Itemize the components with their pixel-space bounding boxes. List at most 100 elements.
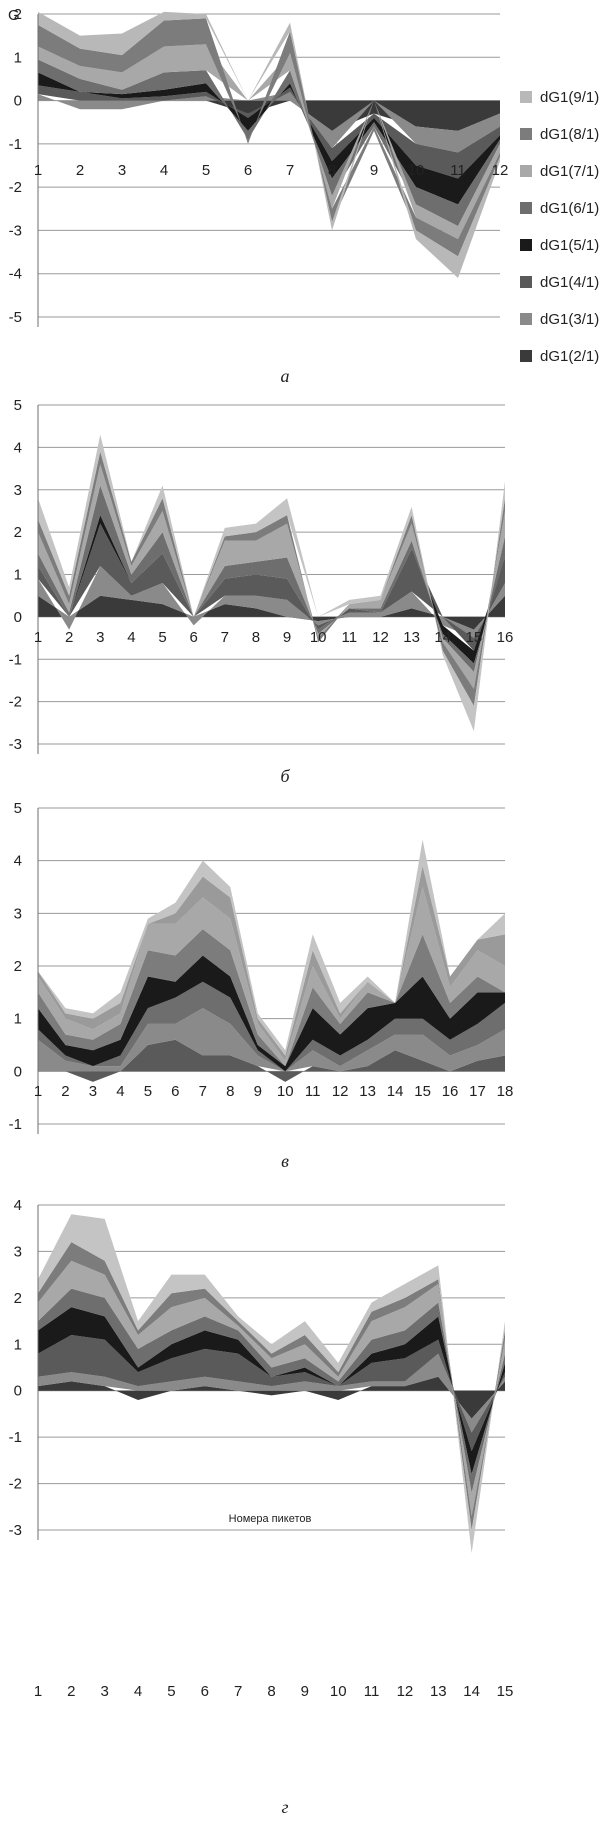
x-tick-label: 11 (364, 1683, 380, 1700)
y-tick-label: 2 (14, 524, 22, 541)
legend-label: dG1(8/1) (540, 126, 599, 143)
x-tick-label: 9 (370, 162, 378, 179)
y-tick-label: 1 (14, 1336, 22, 1353)
y-tick-label: 2 (14, 958, 22, 975)
y-tick-label: -2 (9, 694, 22, 711)
y-tick-label: -3 (9, 222, 22, 239)
x-tick-label: 1 (34, 162, 42, 179)
area-series-3 (38, 1335, 505, 1452)
area-series-2 (38, 91, 500, 153)
x-tick-label: 6 (201, 1683, 209, 1700)
x-tick-label: 10 (310, 629, 327, 646)
x-tick-label: 14 (434, 629, 451, 646)
x-tick-label: 10 (277, 1083, 294, 1100)
legend-swatch (520, 350, 532, 362)
x-tick-label: 10 (408, 162, 425, 179)
y-tick-label: -1 (9, 136, 22, 153)
area-series-7 (38, 1242, 505, 1530)
y-tick-label: 0 (14, 609, 22, 626)
x-tick-label: 5 (167, 1683, 175, 1700)
y-tick-label: 4 (14, 853, 22, 870)
x-tick-label: 17 (469, 1083, 486, 1100)
x-tick-label: 2 (76, 162, 84, 179)
y-tick-label: 1 (14, 567, 22, 584)
y-tick-label: 3 (14, 905, 22, 922)
x-tick-label: 9 (301, 1683, 309, 1700)
x-tick-label: 2 (61, 1083, 69, 1100)
x-tick-label: 12 (372, 629, 389, 646)
x-tick-label: 6 (244, 162, 252, 179)
x-tick-label: 4 (127, 629, 135, 646)
y-tick-label: 2 (14, 6, 22, 23)
legend-label: dG1(7/1) (540, 163, 599, 180)
y-tick-label: 5 (14, 800, 22, 817)
legend-label: dG1(9/1) (540, 89, 599, 106)
legend-swatch (520, 276, 532, 288)
x-tick-label: 13 (430, 1683, 447, 1700)
area-series-8 (38, 11, 500, 279)
x-tick-label: 5 (144, 1083, 152, 1100)
y-tick-label: -2 (9, 1476, 22, 1493)
y-tick-label: 0 (14, 1063, 22, 1080)
area-series-5 (38, 485, 505, 672)
area-series-3 (38, 85, 500, 179)
legend-label: dG1(4/1) (540, 274, 599, 291)
x-tick-label: 11 (305, 1083, 321, 1100)
area-series-3 (38, 981, 505, 1072)
x-tick-label: 6 (171, 1083, 179, 1100)
x-tick-label: 4 (116, 1083, 124, 1100)
x-tick-label: 1 (34, 1083, 42, 1100)
legend-swatch (520, 202, 532, 214)
y-tick-label: 1 (14, 49, 22, 66)
x-tick-label: 14 (463, 1683, 480, 1700)
y-tick-label: 3 (14, 1243, 22, 1260)
x-tick-label: 8 (252, 629, 260, 646)
area-series-2 (38, 566, 505, 639)
area-series-5 (38, 929, 505, 1067)
x-tick-label: 4 (160, 162, 168, 179)
area-series-4 (38, 955, 505, 1072)
x-tick-label: 9 (254, 1083, 262, 1100)
legend-swatch (520, 313, 532, 325)
x-tick-label: 5 (202, 162, 210, 179)
x-tick-label: 16 (442, 1083, 459, 1100)
y-tick-label: -3 (9, 1522, 22, 1539)
x-tick-label: 12 (332, 1083, 349, 1100)
panel-caption: а (281, 366, 290, 386)
area-series-5 (38, 59, 500, 227)
legend-swatch (520, 91, 532, 103)
x-tick-label: 7 (199, 1083, 207, 1100)
area-series-1 (38, 1039, 505, 1082)
legend-swatch (520, 239, 532, 251)
y-tick-label: 0 (14, 1383, 22, 1400)
x-tick-label: 10 (330, 1683, 347, 1700)
area-series-3 (38, 523, 505, 651)
y-tick-label: -5 (9, 309, 22, 326)
y-tick-label: -3 (9, 736, 22, 753)
x-tick-label: 6 (189, 629, 197, 646)
area-series-6 (38, 887, 505, 1067)
x-tick-label: 1 (34, 629, 42, 646)
x-tick-label: 9 (283, 629, 291, 646)
y-tick-label: 5 (14, 397, 22, 414)
x-tick-label: 2 (65, 629, 73, 646)
x-tick-label: 16 (497, 629, 514, 646)
x-tick-label: 15 (466, 629, 483, 646)
x-tick-label: 3 (96, 629, 104, 646)
y-tick-label: 3 (14, 482, 22, 499)
chart-panel-1: 210-1-2-3-4-5G1 2 3 4 5 6 7 8 9 10 11 12аdG1(9/1)dG… (8, 6, 599, 386)
x-tick-label: 11 (342, 629, 358, 646)
x-tick-label: 12 (492, 162, 509, 179)
x-tick-label: 8 (226, 1083, 234, 1100)
area-series-8 (38, 434, 505, 732)
legend-label: dG1(5/1) (540, 237, 599, 254)
legend-label: dG1(6/1) (540, 200, 599, 217)
y-tick-label: -4 (9, 266, 22, 283)
x-tick-label: 12 (397, 1683, 414, 1700)
area-series-6 (38, 1260, 505, 1517)
legend-label: dG1(2/1) (540, 348, 599, 365)
x-tick-label: 7 (221, 629, 229, 646)
